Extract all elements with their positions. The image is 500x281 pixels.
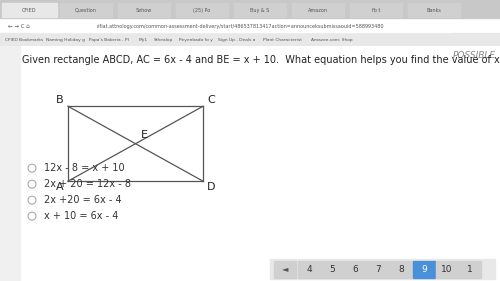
Text: Question: Question bbox=[75, 8, 97, 13]
Bar bbox=[274, 260, 296, 278]
Text: 6: 6 bbox=[352, 264, 358, 274]
Bar bbox=[367, 260, 389, 278]
Text: 12x - 8 = x + 10: 12x - 8 = x + 10 bbox=[44, 163, 124, 173]
Text: Papa's Bakeria - PI: Papa's Bakeria - PI bbox=[89, 38, 129, 42]
Text: rifiat.attnology.com/common-assessment-delivery/start/486537813417action=announc: rifiat.attnology.com/common-assessment-d… bbox=[96, 24, 384, 29]
Bar bbox=[344, 260, 366, 278]
Bar bbox=[408, 3, 460, 17]
Text: Amazon.com: Shop: Amazon.com: Shop bbox=[311, 38, 352, 42]
Text: (25) Po: (25) Po bbox=[194, 8, 210, 13]
Text: Buy & S: Buy & S bbox=[250, 8, 270, 13]
Text: 2x +20 = 6x - 4: 2x +20 = 6x - 4 bbox=[44, 195, 122, 205]
Text: Sehow: Sehow bbox=[136, 8, 152, 13]
Bar bbox=[459, 260, 481, 278]
Text: CFIED Bookmarks: CFIED Bookmarks bbox=[5, 38, 43, 42]
Text: CFIED: CFIED bbox=[22, 8, 37, 13]
Text: x + 10 = 6x - 4: x + 10 = 6x - 4 bbox=[44, 211, 118, 221]
Bar bbox=[436, 260, 458, 278]
Text: My1: My1 bbox=[139, 38, 148, 42]
Text: D: D bbox=[207, 182, 215, 192]
Text: Banks: Banks bbox=[426, 8, 442, 13]
Bar bbox=[0, 0, 500, 18]
Bar bbox=[2, 3, 57, 17]
Bar bbox=[270, 259, 495, 279]
Text: 4: 4 bbox=[306, 264, 312, 274]
Bar bbox=[350, 3, 402, 17]
Text: 7: 7 bbox=[375, 264, 381, 274]
Bar bbox=[234, 3, 286, 17]
Bar bbox=[118, 3, 170, 17]
Text: Given rectangle ABCD, AC = 6x - 4 and BE = x + 10.  What equation helps you find: Given rectangle ABCD, AC = 6x - 4 and BE… bbox=[22, 55, 500, 65]
Bar bbox=[390, 260, 412, 278]
Text: 9: 9 bbox=[421, 264, 427, 274]
Bar bbox=[292, 3, 344, 17]
Text: 1: 1 bbox=[467, 264, 473, 274]
Text: Naming Holiday g: Naming Holiday g bbox=[46, 38, 85, 42]
Text: Sthealop: Sthealop bbox=[154, 38, 173, 42]
Text: A: A bbox=[56, 182, 64, 192]
Text: B: B bbox=[56, 95, 64, 105]
Text: ← → C ⌂: ← → C ⌂ bbox=[8, 24, 30, 29]
Bar bbox=[413, 260, 435, 278]
Text: ◄: ◄ bbox=[282, 264, 288, 274]
Bar bbox=[0, 33, 500, 46]
Text: Sign Up - Deals a: Sign Up - Deals a bbox=[218, 38, 256, 42]
Bar bbox=[298, 260, 320, 278]
Text: Amazon: Amazon bbox=[308, 8, 328, 13]
Bar bbox=[0, 46, 20, 281]
Text: E: E bbox=[140, 130, 147, 140]
Bar bbox=[176, 3, 228, 17]
Text: Plant Characterist: Plant Characterist bbox=[264, 38, 302, 42]
Bar bbox=[30, 20, 450, 32]
Text: C: C bbox=[207, 95, 215, 105]
Text: fb t: fb t bbox=[372, 8, 380, 13]
Text: 2x + 20 = 12x - 8: 2x + 20 = 12x - 8 bbox=[44, 179, 131, 189]
Text: 5: 5 bbox=[329, 264, 335, 274]
Text: POSSIBLE: POSSIBLE bbox=[453, 51, 496, 60]
Text: 10: 10 bbox=[442, 264, 453, 274]
Text: Peyenbado fo y: Peyenbado fo y bbox=[179, 38, 213, 42]
Text: 8: 8 bbox=[398, 264, 404, 274]
Bar bbox=[60, 3, 112, 17]
Bar bbox=[321, 260, 343, 278]
